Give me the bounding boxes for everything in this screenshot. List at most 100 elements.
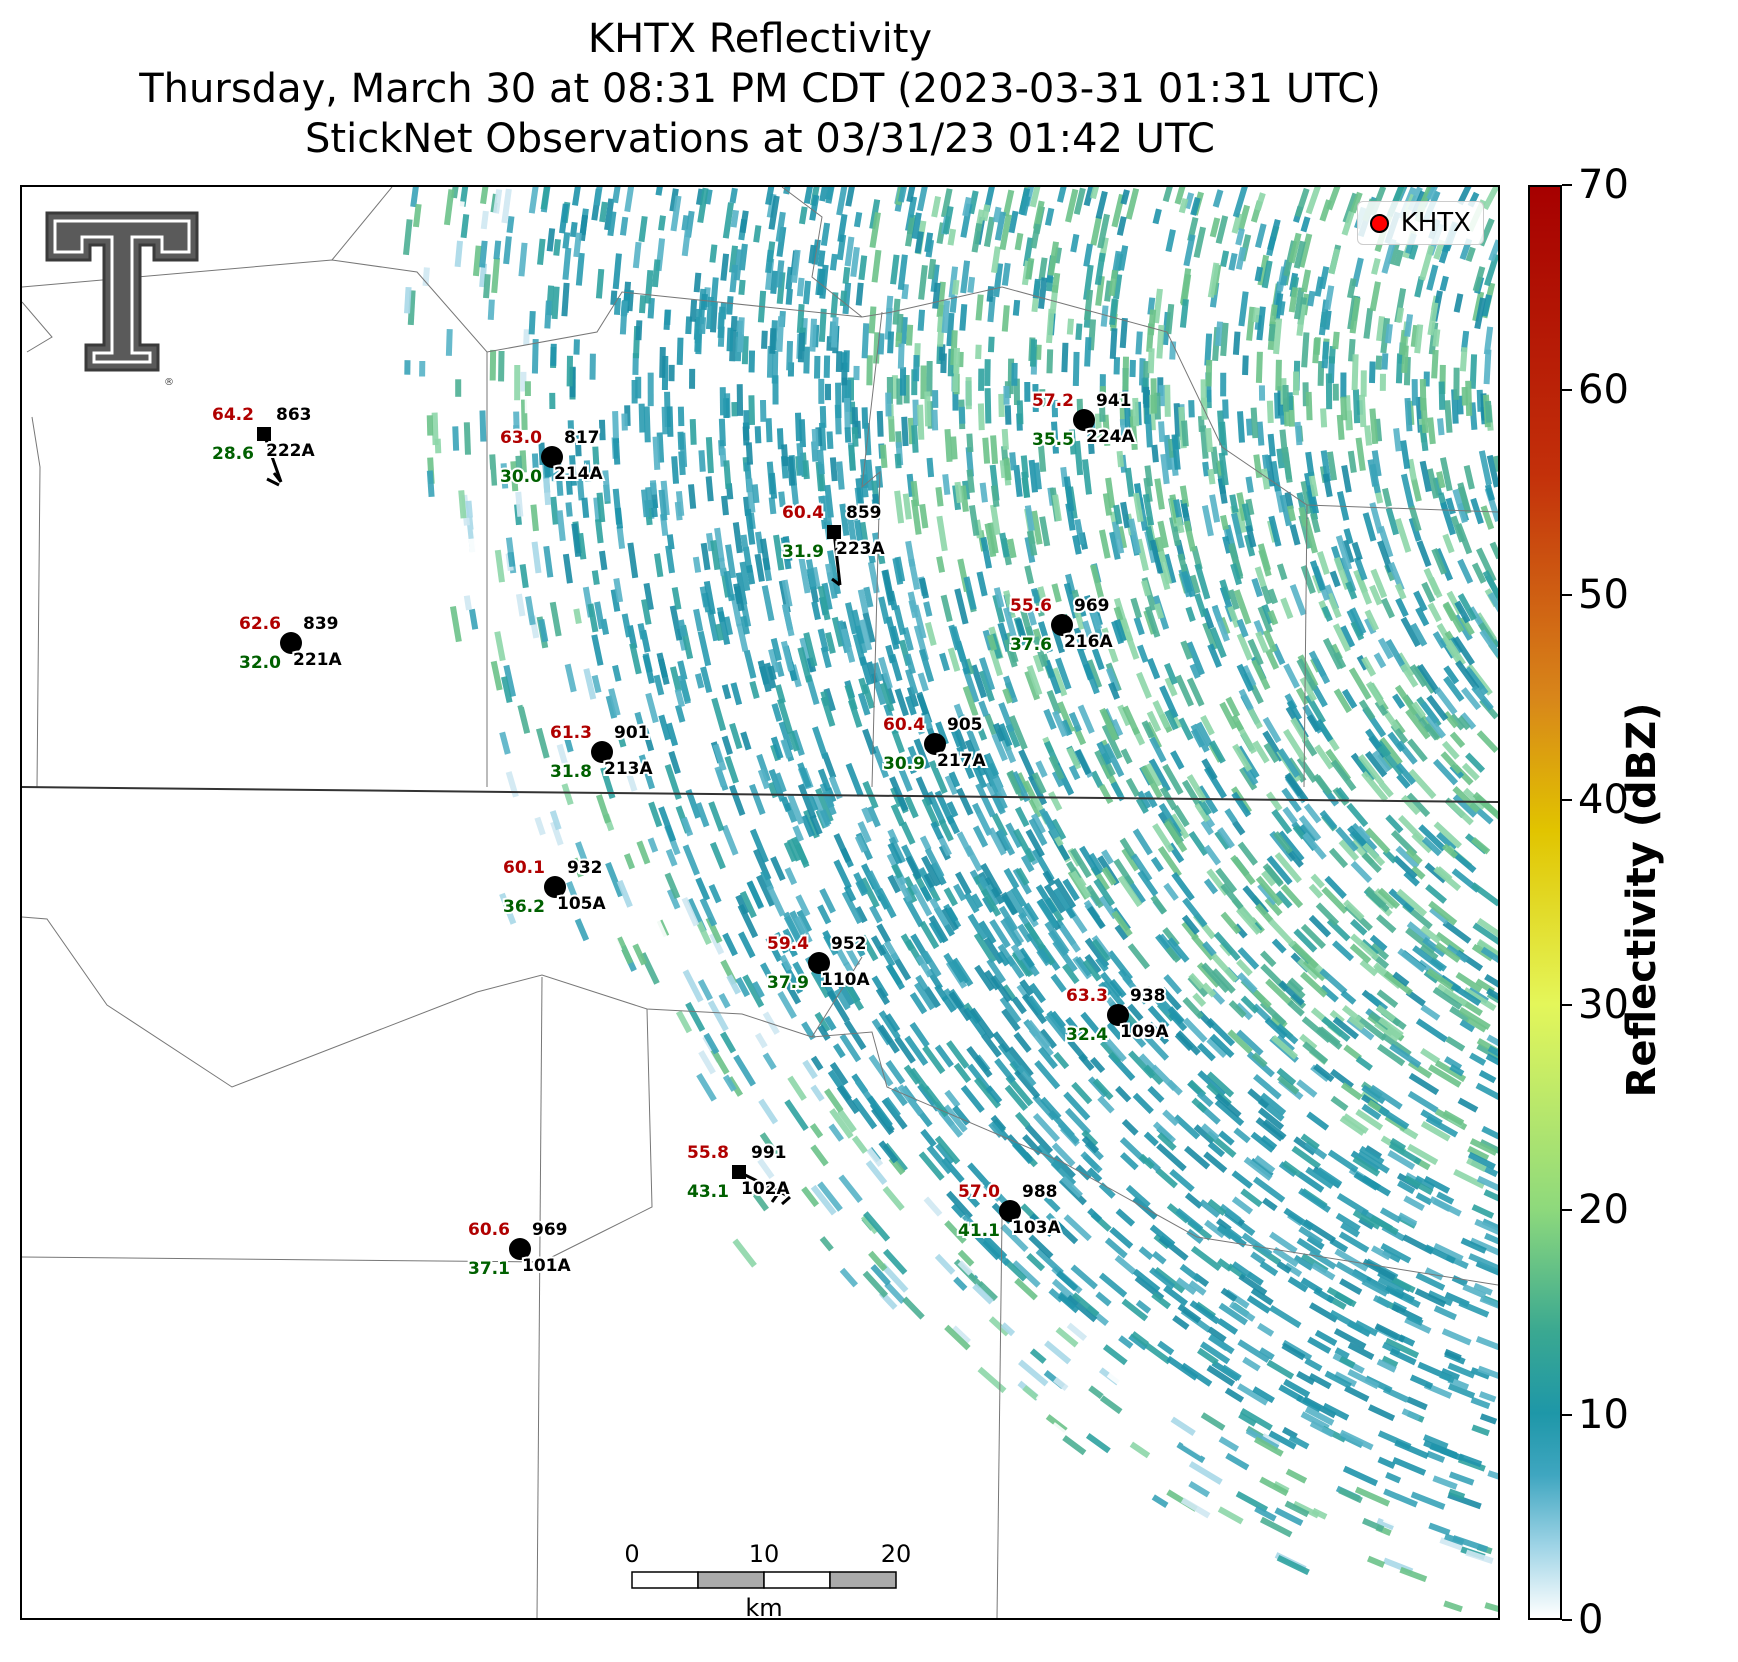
- station-pressure: 952: [831, 934, 867, 954]
- station-id: 103A: [1012, 1218, 1061, 1238]
- station-circle-marker: [1051, 614, 1073, 636]
- colorbar-tick-mark: [1562, 1619, 1572, 1621]
- reflectivity-field: [402, 187, 1498, 1616]
- station-dewpoint: 28.6: [212, 444, 254, 464]
- colorbar-tick-label: 30: [1578, 982, 1629, 1028]
- station-pressure: 863: [276, 405, 312, 425]
- station-id: 105A: [557, 894, 606, 914]
- wind-barb-icon: [831, 531, 842, 587]
- title-line-1: KHTX Reflectivity: [587, 16, 933, 62]
- station-pressure: 988: [1022, 1182, 1058, 1202]
- colorbar-tick-mark: [1562, 389, 1572, 391]
- colorbar-tick-mark: [1562, 1414, 1572, 1416]
- station-pressure: 817: [564, 428, 600, 448]
- station-dewpoint: 35.5: [1032, 430, 1074, 450]
- scale-bar-segment: [763, 1571, 831, 1589]
- map-canvas: 64.2 863 28.6 222A 63.0 817 30.0 214A 57.2 941 35.…: [22, 187, 1498, 1618]
- radar-site-marker-icon: [1369, 213, 1389, 233]
- station-circle-marker: [541, 446, 563, 468]
- station-square-marker: [732, 1165, 746, 1179]
- station-dewpoint: 43.1: [687, 1182, 729, 1202]
- station-id: 222A: [266, 441, 315, 461]
- station-temp: 63.0: [500, 428, 542, 448]
- station-pressure: 859: [846, 503, 882, 523]
- station-id: 101A: [522, 1256, 571, 1276]
- station-temp: 60.6: [468, 1220, 510, 1240]
- legend-label: KHTX: [1400, 208, 1471, 238]
- station-temp: 55.6: [1010, 596, 1052, 616]
- colorbar-tick-label: 40: [1578, 777, 1629, 823]
- station-temp: 60.4: [883, 715, 925, 735]
- station-id: 102A: [741, 1179, 790, 1199]
- station-circle-marker: [1073, 409, 1095, 431]
- wind-barb-icon: [738, 1170, 791, 1206]
- station-103A[interactable]: 57.0 988 41.1 103A: [956, 1180, 1063, 1243]
- colorbar-tick-label: 0: [1578, 1597, 1604, 1643]
- station-id: 110A: [821, 970, 870, 990]
- colorbar: [1528, 185, 1562, 1620]
- colorbar-title: Reflectivity (dBZ): [1619, 702, 1665, 1098]
- scale-bar-segment: [697, 1571, 765, 1589]
- svg-text:®: ®: [164, 377, 174, 388]
- station-circle-marker: [924, 733, 946, 755]
- station-square-marker: [257, 427, 271, 441]
- wind-barb-icon: [262, 433, 283, 487]
- radar-map[interactable]: 64.2 863 28.6 222A 63.0 817 30.0 214A 57.2 941 35.…: [20, 185, 1500, 1620]
- station-id: 224A: [1086, 427, 1135, 447]
- station-id: 223A: [836, 539, 885, 559]
- station-216A[interactable]: 55.6 969 37.6 216A: [1008, 594, 1115, 657]
- station-pressure: 941: [1096, 391, 1132, 411]
- station-222A[interactable]: 64.2 863 28.6 222A: [210, 403, 317, 487]
- station-224A[interactable]: 57.2 941 35.5 224A: [1030, 389, 1137, 452]
- station-temp: 64.2: [212, 405, 254, 425]
- station-214A[interactable]: 63.0 817 30.0 214A: [498, 426, 605, 489]
- station-id: 217A: [937, 751, 986, 771]
- station-temp: 59.4: [767, 934, 809, 954]
- legend: KHTX: [1356, 201, 1484, 245]
- station-temp: 63.3: [1066, 986, 1108, 1006]
- station-pressure: 901: [614, 723, 650, 743]
- station-id: 213A: [604, 759, 653, 779]
- station-101A[interactable]: 60.6 969 37.1 101A: [466, 1218, 573, 1281]
- station-temp: 62.6: [239, 614, 281, 634]
- station-105A[interactable]: 60.1 932 36.2 105A: [501, 856, 608, 919]
- station-pressure: 839: [303, 614, 339, 634]
- station-circle-marker: [280, 632, 302, 654]
- station-dewpoint: 37.1: [468, 1259, 510, 1279]
- station-223A[interactable]: 60.4 859 31.9 223A: [780, 501, 887, 587]
- station-dewpoint: 37.6: [1010, 635, 1052, 655]
- scale-bar-tick: 20: [881, 1540, 912, 1568]
- scale-bar-segment: [631, 1571, 699, 1589]
- station-circle-marker: [999, 1200, 1021, 1222]
- station-temp: 55.8: [687, 1143, 729, 1163]
- station-dewpoint: 30.0: [500, 467, 542, 487]
- colorbar-tick-mark: [1562, 799, 1572, 801]
- scale-bar-tick: 0: [624, 1540, 639, 1568]
- station-temp: 61.3: [550, 723, 592, 743]
- station-102A[interactable]: 55.8 991 43.1 102A: [685, 1141, 792, 1206]
- scale-bar-segment: [829, 1571, 897, 1589]
- station-id: 216A: [1064, 632, 1113, 652]
- station-temp: 60.1: [503, 858, 545, 878]
- colorbar-tick-label: 50: [1578, 572, 1629, 618]
- station-221A[interactable]: 62.6 839 32.0 221A: [237, 612, 344, 675]
- station-square-marker: [827, 525, 841, 539]
- figure-titles: KHTX Reflectivity Thursday, March 30 at …: [20, 14, 1500, 164]
- station-dewpoint: 31.8: [550, 762, 592, 782]
- station-dewpoint: 41.1: [958, 1221, 1000, 1241]
- colorbar-tick-mark: [1562, 1004, 1572, 1006]
- station-dewpoint: 36.2: [503, 897, 545, 917]
- scale-bar-tick: 10: [749, 1540, 780, 1568]
- station-pressure: 905: [947, 715, 983, 735]
- title-line-3: StickNet Observations at 03/31/23 01:42 …: [305, 116, 1215, 162]
- station-109A[interactable]: 63.3 938 32.4 109A: [1064, 984, 1171, 1047]
- station-temp: 57.0: [958, 1182, 1000, 1202]
- station-217A[interactable]: 60.4 905 30.9 217A: [881, 713, 988, 776]
- station-110A[interactable]: 59.4 952 37.9 110A: [765, 932, 872, 995]
- station-temp: 60.4: [782, 503, 824, 523]
- station-dewpoint: 32.4: [1066, 1025, 1108, 1045]
- colorbar-tick-label: 10: [1578, 1392, 1629, 1438]
- station-circle-marker: [544, 876, 566, 898]
- station-pressure: 969: [1074, 596, 1110, 616]
- station-213A[interactable]: 61.3 901 31.8 213A: [548, 721, 655, 784]
